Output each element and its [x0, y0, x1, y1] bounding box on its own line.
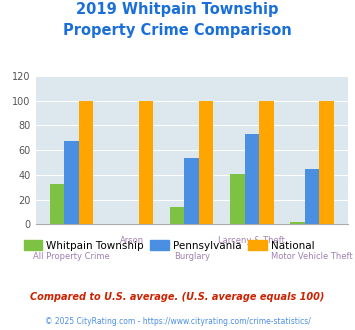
Bar: [290, 222, 305, 224]
Text: Burglary: Burglary: [174, 252, 210, 261]
Bar: [78, 101, 93, 224]
Bar: [64, 142, 78, 224]
Text: 2019 Whitpain Township: 2019 Whitpain Township: [76, 2, 279, 16]
Text: Compared to U.S. average. (U.S. average equals 100): Compared to U.S. average. (U.S. average …: [30, 292, 325, 302]
Bar: [319, 101, 334, 224]
Bar: [50, 183, 64, 224]
Text: © 2025 CityRating.com - https://www.cityrating.com/crime-statistics/: © 2025 CityRating.com - https://www.city…: [45, 317, 310, 326]
Bar: [199, 101, 213, 224]
Bar: [245, 134, 259, 224]
Bar: [139, 101, 153, 224]
Legend: Whitpain Township, Pennsylvania, National: Whitpain Township, Pennsylvania, Nationa…: [20, 236, 319, 255]
Text: Larceny & Theft: Larceny & Theft: [218, 236, 285, 245]
Bar: [170, 207, 185, 224]
Bar: [259, 101, 274, 224]
Bar: [185, 157, 199, 224]
Bar: [230, 174, 245, 224]
Bar: [305, 169, 319, 224]
Text: Arson: Arson: [120, 236, 143, 245]
Text: All Property Crime: All Property Crime: [33, 252, 110, 261]
Text: Property Crime Comparison: Property Crime Comparison: [63, 23, 292, 38]
Text: Motor Vehicle Theft: Motor Vehicle Theft: [271, 252, 353, 261]
